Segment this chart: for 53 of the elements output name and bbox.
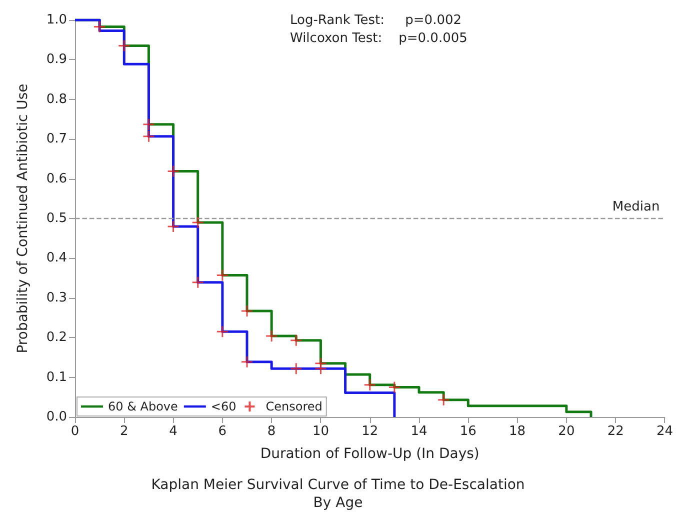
legend-label: <60 (210, 400, 236, 414)
x-tick-label: 14 (410, 424, 428, 439)
text: Kaplan Meier Survival Curve of Time to De-Escalation (151, 477, 525, 493)
point (93, 20, 106, 33)
x-tick-label: 22 (607, 424, 624, 439)
point (216, 269, 229, 282)
point (240, 356, 254, 368)
point (118, 40, 130, 52)
x-tick-label: 10 (312, 424, 329, 439)
text: By Age (313, 495, 363, 511)
point (142, 118, 155, 131)
y-tick-label: 0.4 (46, 250, 67, 266)
x-tick-label: 6 (218, 424, 227, 439)
point (364, 378, 376, 392)
x-tick-label: 18 (509, 424, 526, 439)
point (192, 216, 204, 229)
y-tick-label: 0.8 (46, 92, 67, 107)
point (437, 394, 450, 406)
legend-label: 60 & Above (108, 400, 178, 414)
point (142, 130, 155, 143)
x-axis-title: Duration of Follow-Up (In Days) (260, 446, 480, 462)
point (290, 362, 302, 375)
point (240, 304, 254, 318)
x-tick-label: 2 (120, 424, 128, 439)
y-tick-label: 0.0 (46, 410, 67, 424)
point (167, 165, 180, 178)
x-tick-label: 4 (169, 424, 178, 439)
y-tick-label: 0.1 (46, 370, 67, 385)
x-tick-label: 24 (656, 424, 673, 439)
x-tick-label: 20 (558, 424, 575, 439)
y-tick-label: 0.5 (46, 211, 67, 226)
y-tick-label: 1.0 (46, 12, 67, 28)
point (388, 380, 401, 394)
annotation: Log-Rank Test: p=0.002 (290, 13, 462, 28)
y-tick-label: 0.9 (46, 52, 67, 68)
x-tick-label: 12 (362, 424, 378, 439)
point (290, 334, 302, 347)
y-tick-label: 0.2 (46, 330, 67, 346)
point (314, 362, 327, 375)
y-tick-label: 0.6 (46, 171, 67, 186)
x-tick-label: 0 (70, 424, 80, 439)
x-tick-label: 8 (267, 424, 276, 439)
point (216, 325, 229, 338)
y-tick-label: 0.3 (46, 290, 67, 306)
x-tick-label: 16 (460, 424, 476, 439)
y-axis-title: Probability of Continued Antibiotic Use (15, 84, 31, 354)
annotation: Wilcoxon Test: p=0.0.005 (290, 31, 468, 46)
point (192, 276, 204, 289)
y-tick-label: 0.7 (46, 132, 67, 147)
point (167, 220, 180, 233)
ref-line-label: Median (612, 200, 660, 214)
legend-label: Censored (266, 400, 322, 414)
point (265, 330, 278, 342)
